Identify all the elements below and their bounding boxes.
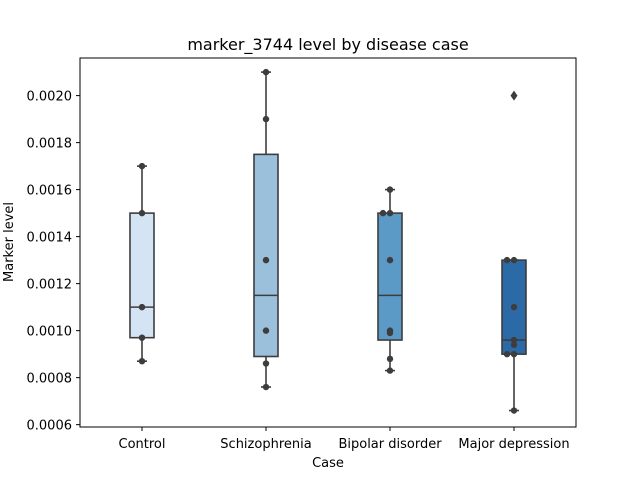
- y-tick-label: 0.0012: [27, 278, 73, 293]
- x-tick-label: Major depression: [458, 437, 569, 452]
- box-0: [129, 212, 155, 339]
- data-point: [262, 68, 270, 76]
- data-point: [138, 162, 146, 170]
- data-point: [379, 209, 387, 217]
- data-point: [510, 256, 518, 264]
- y-tick-label: 0.0018: [27, 137, 73, 152]
- y-tick-label: 0.0006: [27, 419, 73, 434]
- data-point: [138, 357, 146, 365]
- data-point: [262, 256, 270, 264]
- data-point: [503, 350, 511, 358]
- data-point: [386, 329, 394, 337]
- data-point: [262, 115, 270, 123]
- data-point: [262, 327, 270, 334]
- data-point: [510, 341, 518, 348]
- axis-ticks: 0.0006 0.0008 0.0010 0.0012 0.0014 0.0016 0.00…: [27, 90, 570, 452]
- box-plots: [129, 71, 527, 412]
- data-point: [510, 407, 518, 414]
- y-axis-label: Marker level: [2, 202, 17, 282]
- x-tick-label: Schizophrenia: [220, 437, 311, 452]
- y-tick-label: 0.0020: [27, 90, 73, 105]
- chart-title: marker_3744 level by disease case: [187, 35, 468, 55]
- y-tick-label: 0.0014: [27, 231, 73, 246]
- data-point: [386, 209, 394, 217]
- data-points: [138, 68, 518, 414]
- data-point: [386, 367, 394, 374]
- plot-frame: [79, 57, 577, 428]
- y-tick-label: 0.0010: [27, 325, 73, 340]
- data-point: [503, 256, 511, 264]
- data-point: [386, 256, 394, 264]
- x-tick-label: Control: [119, 437, 166, 452]
- data-point: [386, 186, 394, 193]
- data-point: [138, 334, 146, 341]
- data-point: [262, 383, 270, 391]
- outlier-marker: [510, 90, 518, 101]
- x-tick-label: Bipolar disorder: [338, 437, 442, 452]
- data-point: [510, 350, 518, 358]
- x-axis-label: Case: [312, 456, 344, 471]
- data-point: [510, 336, 518, 344]
- data-point: [386, 355, 394, 363]
- data-point: [510, 303, 518, 311]
- data-point: [262, 360, 270, 367]
- data-point: [138, 303, 146, 311]
- box-1: [253, 153, 279, 358]
- y-tick-label: 0.0016: [27, 184, 73, 199]
- y-tick-label: 0.0008: [27, 372, 73, 387]
- data-point: [138, 209, 146, 217]
- box-2: [377, 212, 403, 341]
